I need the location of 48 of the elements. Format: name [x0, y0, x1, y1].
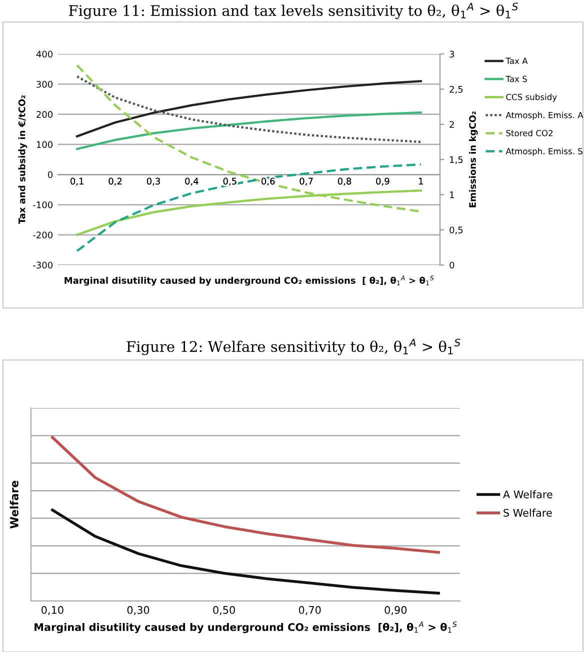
- x-tick-label: 0,30: [127, 606, 150, 615]
- y2-axis-title: Emissions in kgCO₂: [468, 111, 478, 208]
- y2-tick-label: 2: [450, 121, 454, 128]
- x-tick-label: 0,4: [185, 178, 198, 186]
- x-axis-title: Marginal disutility caused by underground CO₂ emissions [θ₂], θ$_{1}$$^{A}$ > θ$_{1}$$^{S}$: [34, 622, 457, 634]
- y-tick-label: -200: [33, 232, 53, 238]
- legend-label: A Welfare: [503, 490, 552, 498]
- x-tick-label: 0,1: [70, 178, 84, 186]
- x-tick-label: 0,6: [262, 178, 275, 186]
- y2-tick-label: 0,5: [450, 226, 463, 234]
- line-series: [76, 75, 422, 144]
- x-tick-label: 0,90: [384, 606, 407, 615]
- chart-title: Figure 11: Emission and tax levels sensitivity to θ₂, θ$_{1}$$^{A}$ > θ$_{1}$$^{S}$: [68, 2, 518, 20]
- y2-tick-label: 0: [450, 262, 454, 269]
- y-tick-label: 0: [48, 171, 53, 178]
- y-tick-label: 400: [36, 50, 53, 58]
- y-tick-label: 100: [36, 141, 53, 148]
- chart-title: Figure 12: Welfare sensitivity to θ₂, θ$_{1}$$^{A}$ > θ$_{1}$$^{S}$: [126, 338, 460, 356]
- line-series: [76, 80, 422, 138]
- x-tick-label: 0,7: [300, 178, 313, 186]
- y-tick-label: -300: [33, 262, 53, 269]
- x-tick-label: 0,3: [146, 178, 160, 186]
- legend-label: Atmosph. Emiss. A: [506, 112, 584, 120]
- y-tick-label: 200: [36, 111, 53, 118]
- x-tick-label: 0,50: [213, 606, 235, 615]
- y2-tick-label: 2,5: [450, 86, 463, 94]
- legend-label: Atmosph. Emiss. S: [506, 148, 582, 156]
- y-tick-label: -100: [33, 201, 53, 208]
- x-tick-label: 0,2: [108, 178, 122, 186]
- legend-label: Tax A: [506, 58, 528, 64]
- x-tick-label: 0,70: [298, 606, 321, 615]
- y-tick-label: 300: [36, 80, 53, 88]
- x-axis-title: Marginal disutility caused by underground CO₂ emissions [ θ₂], θ$_{1}$$^{A}$ > θ$_{1}$$^{S}$: [64, 276, 434, 286]
- legend-label: Tax S: [506, 76, 527, 82]
- x-tick-label: 0,8: [338, 178, 352, 186]
- x-tick-label: 1: [419, 178, 423, 184]
- x-tick-label: 0,9: [376, 178, 390, 186]
- legend-label: S Welfare: [504, 508, 552, 517]
- x-tick-label: 0,5: [223, 178, 236, 186]
- y-axis-title: Tax and subsidy in €/tCO₂: [18, 95, 28, 224]
- y2-tick-label: 3: [450, 50, 454, 58]
- x-tick-label: 0,10: [42, 606, 64, 615]
- legend-label: Stored CO2: [506, 130, 553, 136]
- y2-tick-label: 1: [450, 192, 454, 198]
- line-series: [76, 111, 422, 150]
- y-axis-title: Welfare: [10, 480, 18, 528]
- y2-tick-label: 1,5: [450, 156, 463, 164]
- legend-label: CCS subsidy: [506, 94, 557, 102]
